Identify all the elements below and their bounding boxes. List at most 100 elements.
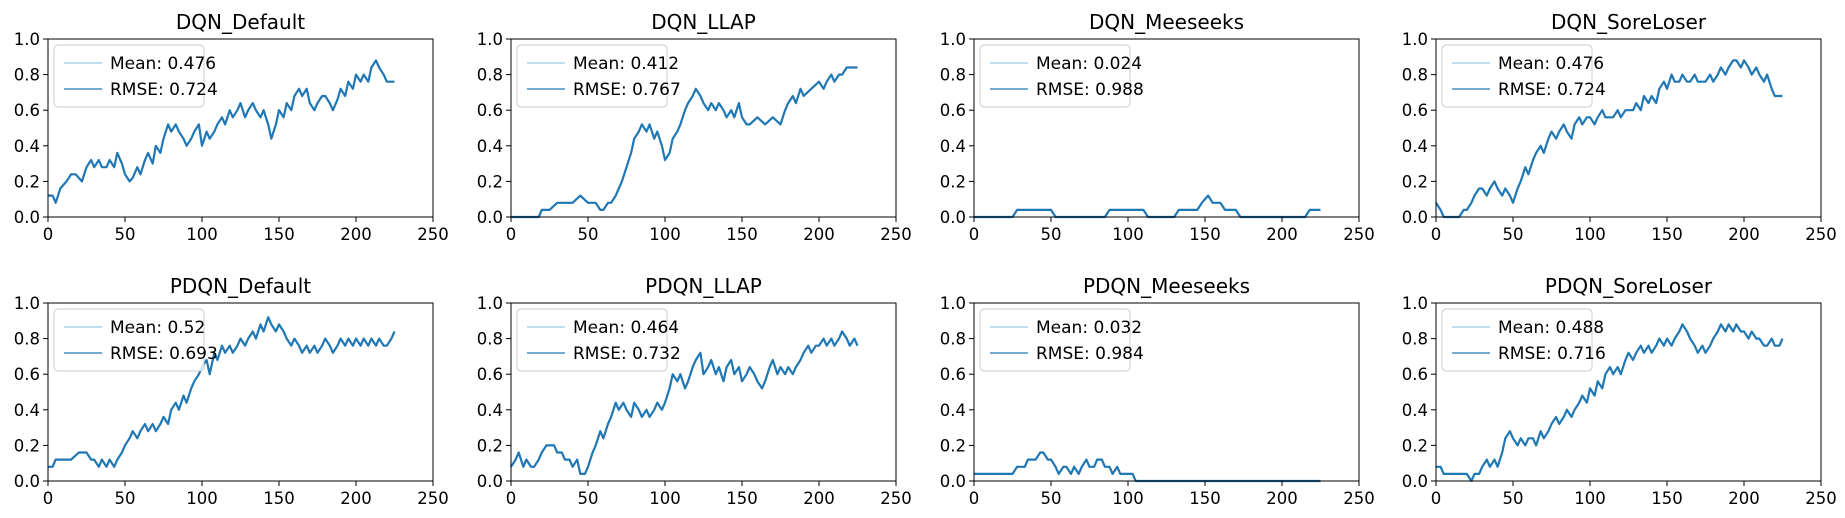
- legend: Mean: 0.476 RMSE: 0.724: [1441, 44, 1606, 108]
- y-tick-label: 0.6: [477, 101, 503, 120]
- x-tick-label: 150: [1189, 225, 1221, 244]
- y-tick-label: 1.0: [477, 294, 503, 313]
- y-tick-label: 0.8: [477, 330, 503, 349]
- x-tick-label: 250: [880, 489, 912, 508]
- legend-entry: RMSE: 0.724: [1498, 80, 1606, 100]
- series-line: [974, 194, 1321, 219]
- axes-frame: [973, 38, 1360, 218]
- y-tick-label: 0.2: [14, 172, 40, 191]
- y-tick-label: 1.0: [477, 30, 503, 49]
- x-tick-label: 200: [803, 489, 835, 508]
- x-tick-label: 250: [1343, 489, 1375, 508]
- x-tick-label: 150: [1651, 225, 1683, 244]
- y-tick-label: 1.0: [14, 30, 40, 49]
- subplot-title: DQN_Meeseeks: [1089, 10, 1244, 34]
- y-tick-label: 0.6: [940, 101, 966, 120]
- subplot-title: DQN_LLAP: [651, 10, 756, 34]
- x-tick-label: 200: [1266, 489, 1298, 508]
- y-tick-label: 0.6: [14, 101, 40, 120]
- x-tick-label: 100: [186, 489, 218, 508]
- y-tick-label: 0.0: [477, 208, 503, 227]
- series-line: [510, 330, 859, 475]
- legend: Mean: 0.464 RMSE: 0.732: [516, 308, 681, 372]
- x-tick-label: 100: [1112, 489, 1144, 508]
- y-tick-label: 0.8: [477, 66, 503, 85]
- x-tick-label: 50: [115, 489, 136, 508]
- x-tick-label: 200: [1266, 225, 1298, 244]
- x-tick-label: 0: [969, 225, 980, 244]
- series-line: [48, 59, 395, 204]
- y-tick-label: 0.6: [477, 365, 503, 384]
- x-tick-label: 200: [1728, 489, 1760, 508]
- series-line: [974, 451, 1321, 483]
- legend-box: [516, 44, 668, 108]
- subplot-title: DQN_Default: [176, 10, 305, 34]
- x-tick-label: 150: [726, 225, 758, 244]
- subplot: PDQN_Default Mean: 0.52 RMSE: 0.693 0 50 100 1…: [14, 274, 449, 508]
- y-tick-label: 0.8: [940, 330, 966, 349]
- series-line: [1436, 323, 1784, 483]
- x-tick-label: 100: [1574, 489, 1606, 508]
- legend-entry: RMSE: 0.767: [573, 80, 681, 100]
- y-tick-label: 0.4: [14, 401, 40, 420]
- y-tick-label: 0.2: [477, 436, 503, 455]
- subplot: DQN_SoreLoser Mean: 0.476 RMSE: 0.724 0 50 10…: [1402, 10, 1837, 244]
- legend-entry: RMSE: 0.716: [1498, 344, 1606, 364]
- y-tick-label: 0.0: [1402, 472, 1428, 491]
- x-tick-label: 100: [1574, 225, 1606, 244]
- y-tick-label: 0.2: [1402, 172, 1428, 191]
- legend-entry: Mean: 0.024: [1036, 54, 1142, 74]
- y-tick-label: 0.0: [940, 208, 966, 227]
- x-tick-label: 150: [263, 225, 295, 244]
- x-tick-label: 200: [340, 225, 372, 244]
- y-tick-label: 0.2: [1402, 436, 1428, 455]
- x-tick-label: 100: [649, 489, 681, 508]
- y-tick-label: 0.8: [1402, 66, 1428, 85]
- series-line: [511, 66, 858, 219]
- legend-box: [1441, 308, 1593, 372]
- x-tick-label: 250: [1805, 225, 1837, 244]
- subplot-title: PDQN_Meeseeks: [1083, 274, 1250, 298]
- legend-entry: Mean: 0.52: [110, 318, 205, 338]
- y-tick-label: 0.4: [1402, 137, 1428, 156]
- x-tick-label: 150: [263, 489, 295, 508]
- x-tick-label: 50: [1041, 489, 1062, 508]
- x-tick-label: 100: [649, 225, 681, 244]
- subplot: PDQN_Meeseeks Mean: 0.032 RMSE: 0.984 0 50 10…: [940, 274, 1375, 508]
- y-tick-label: 0.2: [940, 436, 966, 455]
- y-tick-label: 1.0: [940, 30, 966, 49]
- y-tick-label: 1.0: [14, 294, 40, 313]
- legend-entry: RMSE: 0.693: [110, 344, 218, 364]
- subplot-title: PDQN_SoreLoser: [1545, 274, 1713, 298]
- x-tick-label: 200: [1728, 225, 1760, 244]
- x-tick-label: 0: [969, 489, 980, 508]
- axes-frame: [973, 302, 1360, 482]
- x-tick-label: 200: [803, 225, 835, 244]
- y-tick-label: 0.6: [1402, 101, 1428, 120]
- y-tick-label: 0.2: [477, 172, 503, 191]
- x-tick-label: 250: [1805, 489, 1837, 508]
- x-tick-label: 50: [1041, 225, 1062, 244]
- y-tick-label: 0.8: [1402, 330, 1428, 349]
- x-tick-label: 250: [417, 489, 449, 508]
- y-tick-label: 0.6: [14, 365, 40, 384]
- x-tick-label: 0: [43, 225, 54, 244]
- y-tick-label: 0.4: [1402, 401, 1428, 420]
- subplot: PDQN_LLAP Mean: 0.464 RMSE: 0.732 0 50 100 150…: [477, 274, 912, 508]
- x-tick-label: 50: [115, 225, 136, 244]
- legend-entry: Mean: 0.488: [1498, 318, 1604, 338]
- legend-box: [979, 44, 1131, 108]
- y-tick-label: 0.2: [940, 172, 966, 191]
- y-tick-label: 0.0: [477, 472, 503, 491]
- subplot: PDQN_SoreLoser Mean: 0.488 RMSE: 0.716 0 50 1…: [1402, 274, 1837, 508]
- axes-frame: [510, 38, 897, 218]
- x-tick-label: 0: [43, 489, 54, 508]
- x-tick-label: 0: [506, 225, 517, 244]
- legend-box: [53, 308, 205, 372]
- x-tick-label: 50: [578, 225, 599, 244]
- y-tick-label: 0.4: [940, 401, 966, 420]
- legend-entry: RMSE: 0.732: [573, 344, 681, 364]
- axes-frame: [47, 38, 434, 218]
- x-tick-label: 150: [726, 489, 758, 508]
- axes-frame: [47, 302, 434, 482]
